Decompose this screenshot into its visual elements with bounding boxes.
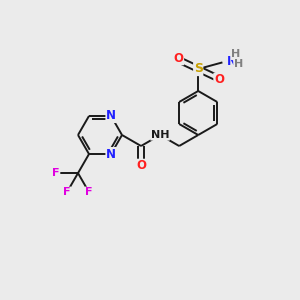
- Text: O: O: [173, 52, 184, 65]
- Text: S: S: [194, 62, 203, 76]
- Text: H: H: [234, 59, 243, 69]
- Text: H: H: [231, 50, 240, 59]
- Text: O: O: [136, 159, 146, 172]
- Text: F: F: [63, 187, 71, 197]
- Text: NH: NH: [151, 130, 170, 140]
- Text: N: N: [106, 110, 116, 122]
- Text: F: F: [85, 187, 93, 197]
- Text: N: N: [106, 148, 116, 160]
- Text: O: O: [214, 73, 224, 86]
- Text: F: F: [52, 168, 60, 178]
- Text: N: N: [226, 55, 236, 68]
